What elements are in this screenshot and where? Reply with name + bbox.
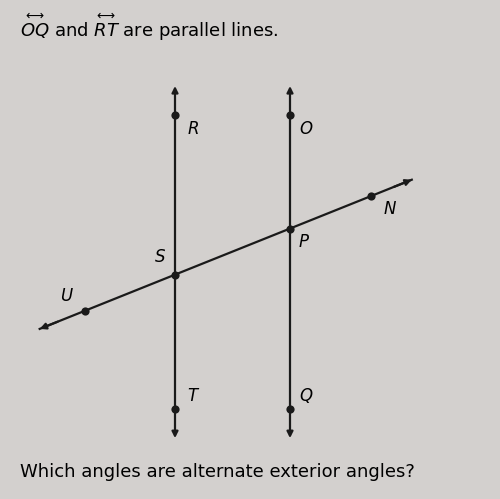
Text: S: S [154, 249, 165, 266]
Point [286, 225, 294, 233]
Text: N: N [384, 200, 396, 218]
Text: T: T [188, 387, 198, 405]
Text: Q: Q [299, 387, 312, 405]
Point [81, 307, 89, 315]
Text: Which angles are alternate exterior angles?: Which angles are alternate exterior angl… [20, 463, 415, 481]
Text: U: U [60, 286, 72, 304]
Point [171, 405, 179, 413]
Point [171, 270, 179, 278]
Text: R: R [188, 120, 199, 138]
Point [171, 111, 179, 119]
Text: O: O [299, 120, 312, 138]
Text: $\overset{\longleftrightarrow}{OQ}$ and $\overset{\longleftrightarrow}{RT}$ are : $\overset{\longleftrightarrow}{OQ}$ and … [20, 11, 278, 43]
Point [286, 405, 294, 413]
Text: P: P [299, 233, 309, 250]
Point [286, 111, 294, 119]
Point [367, 192, 375, 200]
